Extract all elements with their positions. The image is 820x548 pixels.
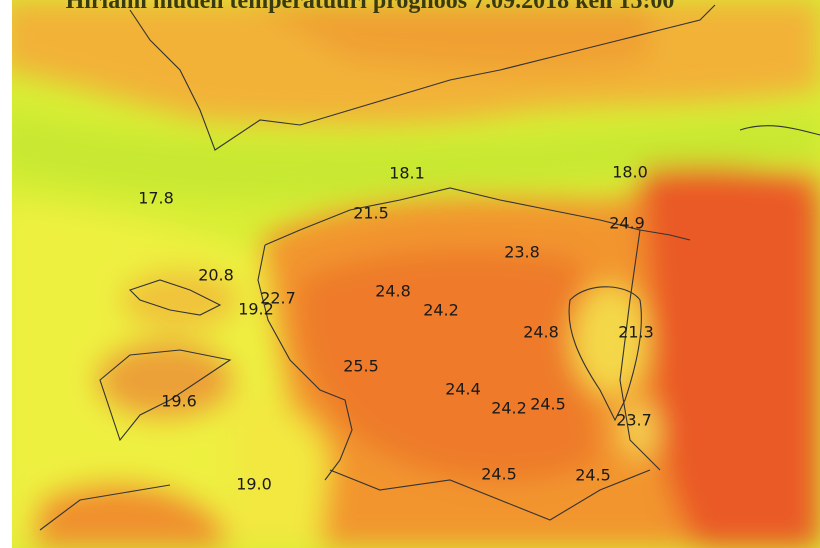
temperature-label: 17.8 [138, 189, 174, 208]
temperature-label: 20.8 [198, 266, 234, 285]
temperature-label: 19.2 [238, 300, 274, 319]
temperature-label: 23.8 [504, 243, 540, 262]
temperature-label: 24.5 [530, 395, 566, 414]
temperature-label: 22.7 [260, 289, 296, 308]
temperature-label: 24.8 [523, 323, 559, 342]
temperature-label: 24.9 [609, 214, 645, 233]
temperature-label: 24.5 [575, 466, 611, 485]
temperature-label: 24.5 [481, 465, 517, 484]
map-title: Hirlami mudeli temperatuuri prognoos 7.0… [66, 0, 675, 14]
temperature-label: 19.0 [236, 475, 272, 494]
temperature-label: 18.0 [612, 163, 648, 182]
temperature-label: 24.4 [445, 380, 481, 399]
temperature-label: 19.6 [161, 392, 197, 411]
temperature-label: 21.5 [353, 204, 389, 223]
temperature-label: 23.7 [616, 411, 652, 430]
temperature-label: 18.1 [389, 164, 425, 183]
temperature-label: 24.2 [423, 301, 459, 320]
temperature-label: 24.2 [491, 399, 527, 418]
temperature-labels: 18.1 17.8 18.0 21.5 24.9 23.8 20.8 24.8 22.719.2… [138, 163, 654, 494]
temperature-label: 21.3 [618, 323, 654, 342]
temperature-label: 25.5 [343, 357, 379, 376]
temperature-label: 24.8 [375, 282, 411, 301]
